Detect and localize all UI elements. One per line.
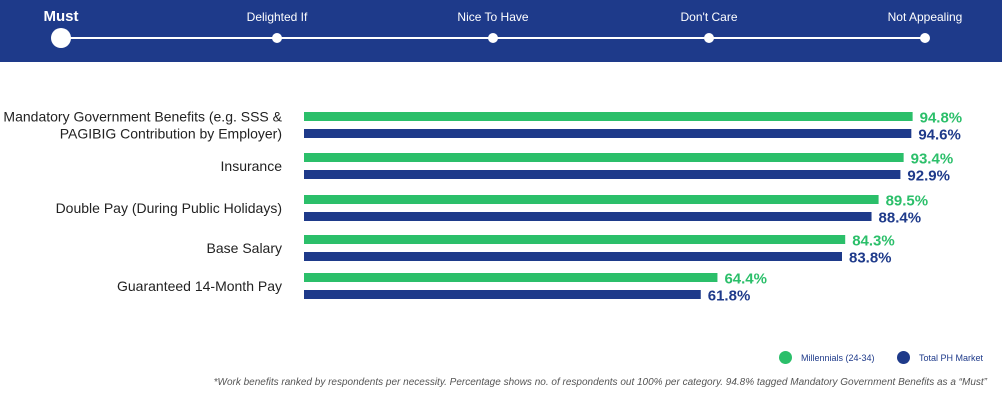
category-label-base-salary: Base Salary bbox=[207, 240, 282, 256]
bar-millennials-double-pay-during-public-holidays bbox=[304, 195, 879, 204]
bar-millennials-base-salary bbox=[304, 235, 846, 244]
category-label-line: Base Salary bbox=[207, 240, 282, 256]
category-label-line: Mandatory Government Benefits (e.g. SSS … bbox=[3, 109, 282, 125]
value-label-total-base-salary: 83.8% bbox=[849, 250, 892, 267]
category-label-line: PAGIBIG Contribution by Employer) bbox=[60, 126, 282, 142]
value-label-millennials-insurance: 93.4% bbox=[911, 151, 954, 168]
value-label-millennials-double-pay-during-public-holidays: 89.5% bbox=[886, 193, 929, 210]
preference-scale-bar: Must Delighted If Nice To Have Don't Car… bbox=[0, 0, 1002, 62]
footnote: *Work benefits ranked by respondents per… bbox=[213, 377, 987, 388]
category-label-guaranteed-14-month-pay: Guaranteed 14-Month Pay bbox=[117, 278, 282, 294]
bar-total-guaranteed-14-month-pay bbox=[304, 290, 701, 299]
bar-total-mandatory-government-benefits-e-g-sss-pa bbox=[304, 129, 912, 138]
value-label-millennials-mandatory-government-benefits-e-g-sss-pa: 94.8% bbox=[920, 110, 963, 127]
value-label-millennials-guaranteed-14-month-pay: 64.4% bbox=[724, 271, 767, 288]
legend-label-millennials: Millennials (24-34) bbox=[801, 352, 875, 363]
scale-label-not-appealing: Not Appealing bbox=[887, 10, 963, 24]
scale-dot-delighted-if bbox=[272, 33, 282, 43]
scale-label-must: Must bbox=[43, 8, 79, 25]
scale-label-nice-to-have: Nice To Have bbox=[457, 10, 529, 24]
bar-total-double-pay-during-public-holidays bbox=[304, 212, 872, 221]
benefits-bar-chart: Mandatory Government Benefits (e.g. SSS … bbox=[3, 109, 963, 305]
category-label-double-pay-during-public-holidays: Double Pay (During Public Holidays) bbox=[56, 200, 282, 216]
scale-label-dont-care: Don't Care bbox=[680, 10, 738, 24]
bar-total-insurance bbox=[304, 170, 901, 179]
value-label-total-guaranteed-14-month-pay: 61.8% bbox=[708, 288, 751, 305]
value-label-millennials-base-salary: 84.3% bbox=[852, 233, 895, 250]
category-label-line: Insurance bbox=[221, 158, 283, 174]
category-label-mandatory-government-benefits-e-g-sss-pa: Mandatory Government Benefits (e.g. SSS … bbox=[3, 109, 282, 142]
scale-dot-nice-to-have bbox=[488, 33, 498, 43]
legend-item-millennials: Millennials (24-34) bbox=[779, 351, 875, 364]
value-label-total-mandatory-government-benefits-e-g-sss-pa: 94.6% bbox=[918, 127, 961, 144]
scale-label-delighted-if: Delighted If bbox=[246, 10, 308, 24]
category-label-insurance: Insurance bbox=[221, 158, 283, 174]
value-label-total-insurance: 92.9% bbox=[907, 168, 950, 185]
value-label-total-double-pay-during-public-holidays: 88.4% bbox=[879, 210, 922, 227]
bar-total-base-salary bbox=[304, 252, 842, 261]
legend-item-total: Total PH Market bbox=[897, 351, 983, 364]
scale-dot-must bbox=[51, 28, 71, 48]
bar-millennials-guaranteed-14-month-pay bbox=[304, 273, 718, 282]
category-label-line: Double Pay (During Public Holidays) bbox=[56, 200, 282, 216]
legend-swatch-millennials bbox=[779, 351, 792, 364]
scale-dot-not-appealing bbox=[920, 33, 930, 43]
bar-millennials-insurance bbox=[304, 153, 904, 162]
category-label-line: Guaranteed 14-Month Pay bbox=[117, 278, 282, 294]
bar-millennials-mandatory-government-benefits-e-g-sss-pa bbox=[304, 112, 913, 121]
legend-swatch-total bbox=[897, 351, 910, 364]
scale-dot-dont-care bbox=[704, 33, 714, 43]
legend-label-total: Total PH Market bbox=[919, 352, 984, 363]
